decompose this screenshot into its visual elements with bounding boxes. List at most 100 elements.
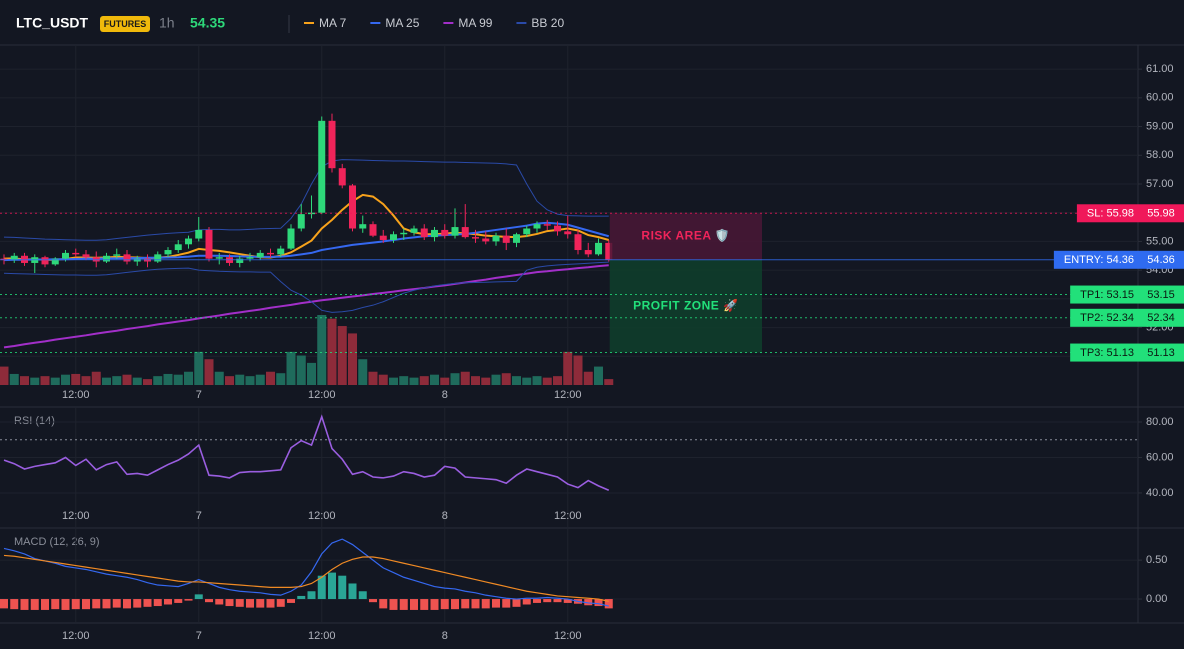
x-tick-label: 12:00 xyxy=(554,630,582,642)
histogram-bar xyxy=(348,583,357,600)
y-tick-label: 57.00 xyxy=(1146,178,1174,190)
x-tick-label: 8 xyxy=(442,630,448,642)
volume-bar xyxy=(563,351,573,385)
volume-bar xyxy=(50,377,60,385)
histogram-bar xyxy=(174,599,183,603)
candle-body xyxy=(349,185,356,229)
x-tick-label: 8 xyxy=(442,510,448,522)
histogram-bar xyxy=(225,599,234,607)
x-tick-label: 12:00 xyxy=(62,389,90,401)
candle-body xyxy=(154,254,162,262)
candle-body xyxy=(574,234,582,251)
candle-body xyxy=(513,234,520,243)
histogram-bar xyxy=(430,599,439,610)
y-tick-label: 0.00 xyxy=(1146,593,1167,605)
level-tag-bg xyxy=(1070,308,1138,327)
legend-label: BB 20 xyxy=(531,16,564,30)
volume-bar xyxy=(122,374,132,385)
candle-body xyxy=(328,120,336,169)
volume-bar xyxy=(378,374,388,385)
candle-body xyxy=(605,242,613,261)
histogram-bar xyxy=(533,599,541,603)
volume-bar xyxy=(337,326,347,385)
histogram-bar xyxy=(512,599,521,607)
x-tick-label: 7 xyxy=(196,389,202,401)
ma-line xyxy=(3,264,609,349)
histogram-bar xyxy=(143,599,152,607)
histogram-bar xyxy=(102,599,111,609)
histogram-bar xyxy=(61,599,70,610)
volume-bar xyxy=(255,374,265,385)
panel-title: RSI (14) xyxy=(14,415,55,427)
volume-bar xyxy=(194,351,204,385)
candle-body xyxy=(62,252,69,259)
histogram-bar xyxy=(10,599,19,610)
candle-body xyxy=(236,258,244,263)
price-tag-bg xyxy=(1138,285,1184,304)
level-tag: ENTRY: 54.36 xyxy=(1064,254,1134,266)
y-tick-label: 61.00 xyxy=(1146,63,1174,75)
candle-body xyxy=(51,258,59,265)
volume-bar xyxy=(81,376,91,385)
volume-bar xyxy=(153,376,163,385)
histogram-bar xyxy=(215,599,224,605)
volume-bar xyxy=(327,318,337,385)
interval: 1h xyxy=(159,15,175,31)
x-tick-label: 12:00 xyxy=(308,389,336,401)
x-tick-label: 8 xyxy=(442,389,448,401)
candle-body xyxy=(185,238,192,245)
badge-bg xyxy=(100,16,150,32)
bb-lower-line xyxy=(3,261,609,313)
histogram-bar xyxy=(276,599,285,607)
candle-body xyxy=(410,228,418,233)
volume-bar xyxy=(0,366,9,385)
level-tag: TP1: 53.15 xyxy=(1080,289,1134,301)
legend-label: MA 25 xyxy=(385,16,419,30)
level-tag-bg xyxy=(1070,343,1138,362)
volume-bar xyxy=(389,377,398,385)
volume-bar xyxy=(532,376,542,385)
x-tick-label: 12:00 xyxy=(308,630,336,642)
volume-bar xyxy=(542,377,552,385)
candle-body xyxy=(502,235,510,243)
candle-body xyxy=(482,238,490,242)
candle-body xyxy=(113,254,121,256)
volume-bar xyxy=(20,376,29,385)
last-price: 54.35 xyxy=(190,15,225,31)
volume-bar xyxy=(583,371,593,385)
candle-body xyxy=(472,237,479,239)
level-tag-bg xyxy=(1070,285,1138,304)
volume-bar xyxy=(604,379,614,385)
candle-body xyxy=(123,254,131,262)
candle-body xyxy=(441,229,449,236)
histogram-bar xyxy=(41,599,49,610)
volume-bar xyxy=(522,377,532,385)
y-tick-label: 60.00 xyxy=(1146,451,1174,463)
candle-body xyxy=(41,257,49,265)
volume-bar xyxy=(430,374,439,385)
price-tag: 53.15 xyxy=(1147,289,1175,301)
histogram-bar xyxy=(71,599,80,610)
histogram-bar xyxy=(194,594,203,600)
volume-bar xyxy=(286,351,296,385)
histogram-bar xyxy=(369,599,377,603)
volume-bar xyxy=(594,366,603,385)
histogram-bar xyxy=(461,599,470,609)
volume-bar xyxy=(184,371,193,385)
histogram-bar xyxy=(502,599,511,608)
y-tick-label: 59.00 xyxy=(1146,120,1174,132)
volume-bar xyxy=(225,376,234,385)
volume-bar xyxy=(143,379,152,385)
volume-bar xyxy=(450,373,460,385)
volume-bar xyxy=(40,376,50,385)
volume-bar xyxy=(409,377,419,385)
candle-body xyxy=(72,252,80,255)
candle-body xyxy=(256,252,264,258)
histogram-bar xyxy=(604,599,613,609)
histogram-bar xyxy=(133,599,142,608)
volume-bar xyxy=(91,371,101,385)
candle-body xyxy=(267,252,274,255)
candle-body xyxy=(369,224,377,236)
candle-body xyxy=(461,227,469,238)
